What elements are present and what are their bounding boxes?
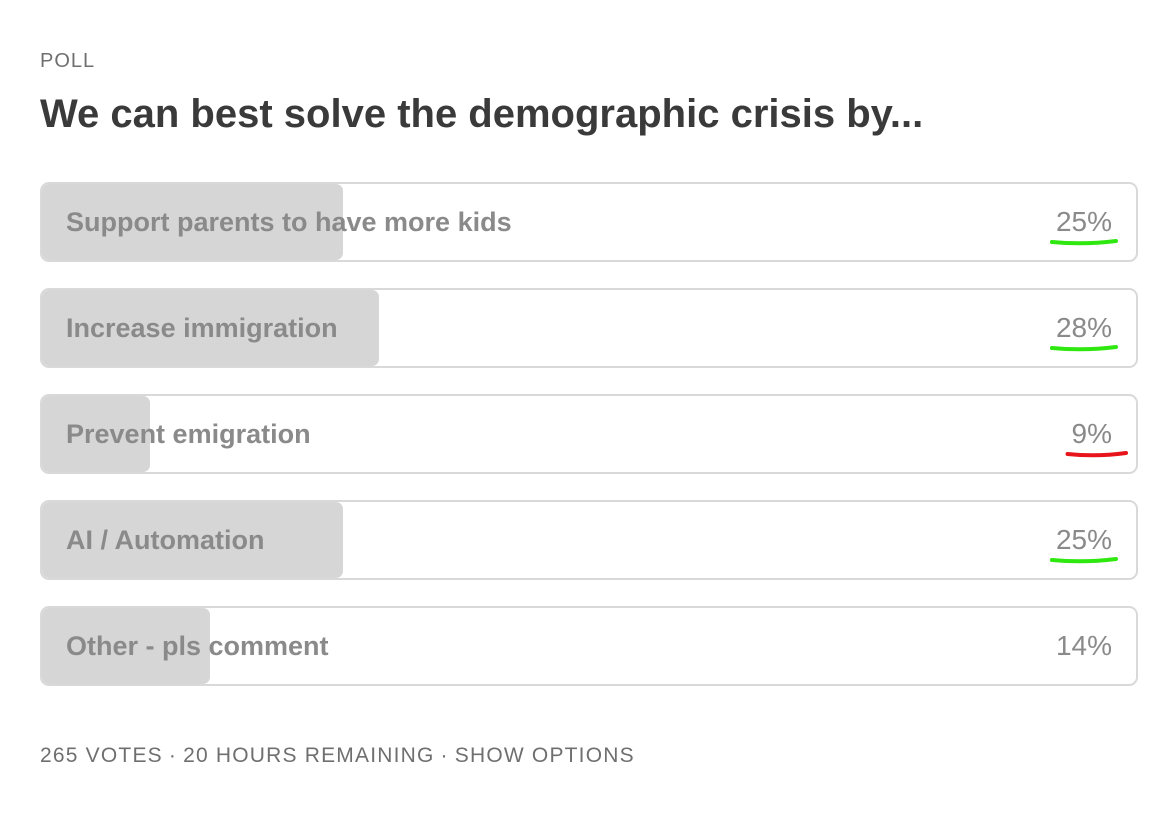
poll-kicker: POLL: [40, 50, 96, 72]
poll-question: We can best solve the demographic crisis…: [40, 92, 924, 136]
poll-options: Support parents to have more kids 25% In…: [40, 182, 1138, 686]
poll-option-prevent-emigration[interactable]: Prevent emigration 9%: [40, 394, 1138, 474]
poll-option-percent: 25%: [1055, 206, 1112, 237]
poll-option-other[interactable]: Other - pls comment 14%: [40, 606, 1138, 686]
show-options-link[interactable]: SHOW OPTIONS: [454, 744, 635, 767]
time-remaining: 20 HOURS REMAINING: [183, 744, 435, 767]
poll-option-ai-automation[interactable]: AI / Automation 25%: [40, 500, 1138, 580]
poll-option-percent: 25%: [1055, 524, 1112, 555]
poll-option-result-bar: [42, 608, 210, 684]
poll-card: POLL We can best solve the demographic c…: [40, 48, 1138, 712]
poll-option-increase-immigration[interactable]: Increase immigration 28%: [40, 288, 1138, 368]
poll-option-result-bar: [42, 290, 379, 366]
poll-option-percent: 9%: [1071, 418, 1112, 449]
poll-option-support-parents[interactable]: Support parents to have more kids 25%: [40, 182, 1138, 262]
footer-separator: ·: [168, 744, 178, 767]
poll-option-label: Other - pls comment: [66, 631, 329, 661]
vote-count: 265 VOTES: [40, 744, 163, 767]
poll-footer: 265 VOTES · 20 HOURS REMAINING · SHOW OPTION…: [40, 744, 635, 768]
poll-option-label: AI / Automation: [66, 525, 265, 555]
poll-option-percent: 14%: [1055, 630, 1112, 661]
poll-option-label: Increase immigration: [66, 313, 338, 343]
footer-separator: ·: [440, 744, 449, 767]
poll-option-result-bar: [42, 502, 343, 578]
poll-option-result-bar: [42, 396, 150, 472]
poll-option-label: Prevent emigration: [66, 419, 311, 449]
poll-option-label: Support parents to have more kids: [66, 207, 512, 237]
poll-option-result-bar: [42, 184, 343, 260]
poll-option-percent: 28%: [1055, 312, 1112, 343]
